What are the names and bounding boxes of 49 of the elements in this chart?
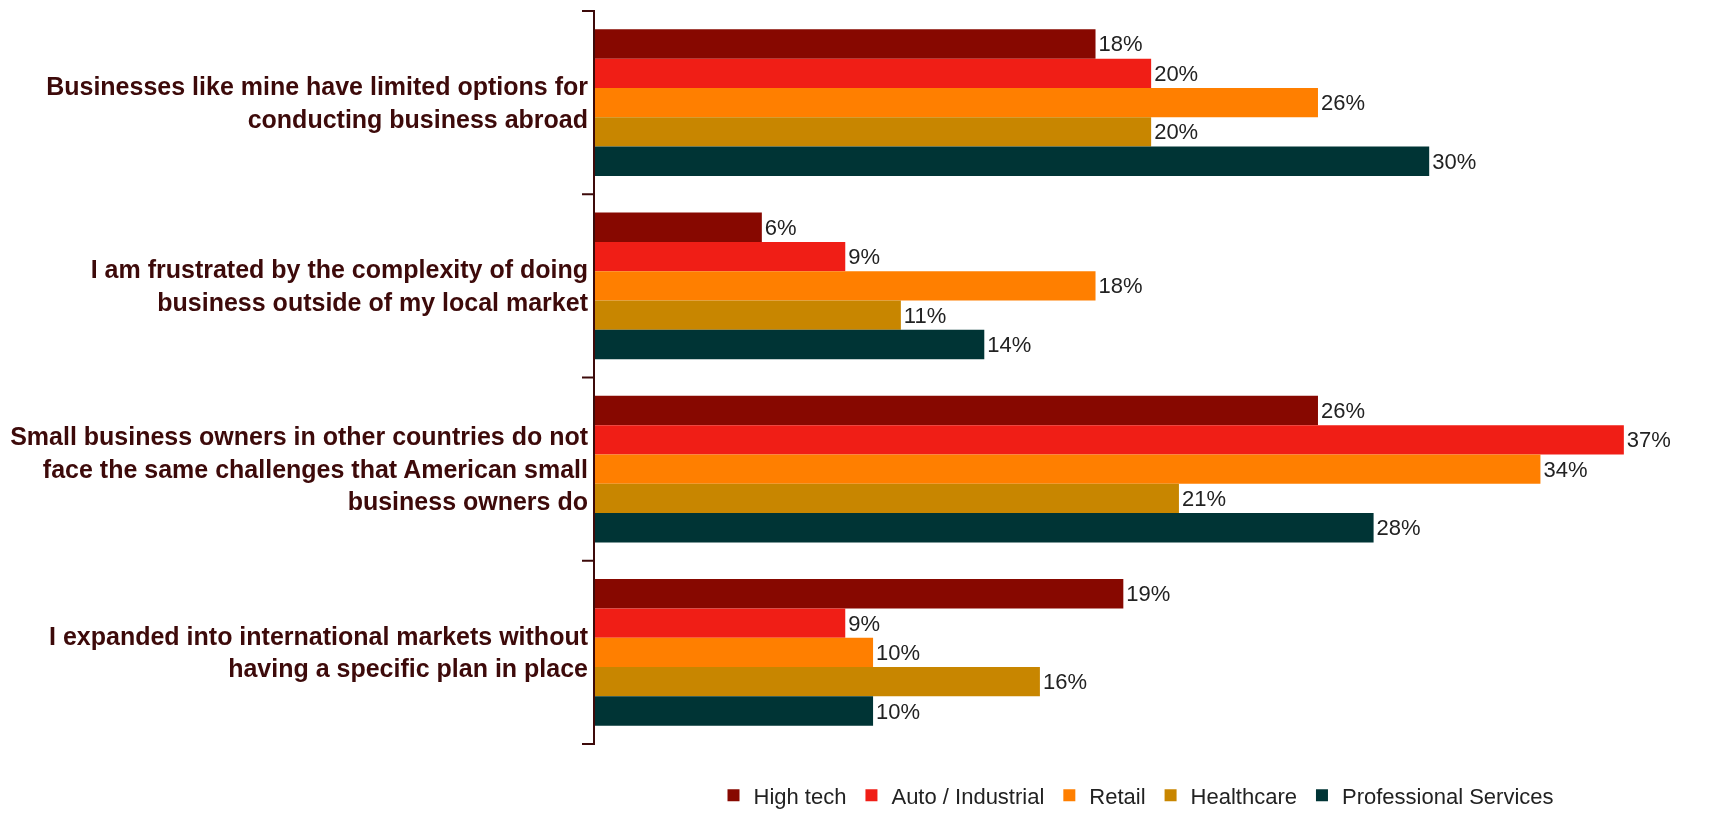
bar: [595, 29, 1096, 59]
bar: [595, 212, 762, 242]
legend-label: Professional Services: [1341, 783, 1554, 809]
bar: [595, 87, 1318, 118]
bar: [595, 329, 985, 360]
data-label: 34%: [1543, 456, 1588, 482]
bar: [595, 667, 1040, 697]
data-label: 20%: [1154, 60, 1199, 86]
legend-label: Retail: [1089, 783, 1146, 809]
data-label: 10%: [876, 698, 921, 724]
bar: [595, 241, 846, 272]
data-label: 11%: [903, 302, 947, 328]
data-label: 18%: [1098, 273, 1143, 299]
data-label: 14%: [987, 332, 1032, 358]
data-label: 20%: [1154, 119, 1199, 145]
data-label: 9%: [848, 244, 881, 270]
y-tick-label: Small business owners in other countries do not face the same challenges that American small business owners do: [10, 422, 589, 516]
legend-label: Healthcare: [1190, 783, 1297, 809]
data-label: 26%: [1320, 90, 1366, 116]
bar: [595, 454, 1541, 484]
bar: [595, 271, 1096, 301]
bar: [595, 300, 901, 330]
data-label: 16%: [1042, 669, 1087, 695]
bar: [595, 117, 1152, 147]
bar: [595, 579, 1124, 609]
bar: [595, 395, 1318, 426]
bar: [595, 696, 874, 726]
y-tick-label: I expanded into international markets without having a specific plan in place: [49, 621, 589, 683]
data-label: 18%: [1098, 31, 1143, 57]
bar: [595, 425, 1624, 455]
data-label: 30%: [1432, 148, 1477, 174]
data-label: 10%: [876, 639, 921, 665]
data-label: 9%: [848, 610, 881, 636]
bar: [595, 58, 1152, 88]
y-tick-label: I am frustrated by the complexity of doing business outside of my local market: [90, 255, 589, 316]
data-label: 28%: [1376, 515, 1421, 541]
bar: [595, 637, 874, 668]
bar: [595, 483, 1179, 514]
legend-label: High tech: [753, 783, 847, 809]
bar: [595, 608, 846, 638]
bar: [595, 146, 1430, 176]
data-label: 21%: [1181, 485, 1226, 511]
bar: [595, 513, 1374, 543]
legend-label: Auto / Industrial: [891, 783, 1045, 809]
data-label: 37%: [1626, 427, 1671, 453]
data-label: 6%: [764, 214, 797, 240]
data-label: 19%: [1126, 581, 1171, 607]
data-label: 26%: [1320, 397, 1366, 423]
y-tick-label: Businesses like mine have limited options for conducting business abroad: [46, 72, 589, 133]
